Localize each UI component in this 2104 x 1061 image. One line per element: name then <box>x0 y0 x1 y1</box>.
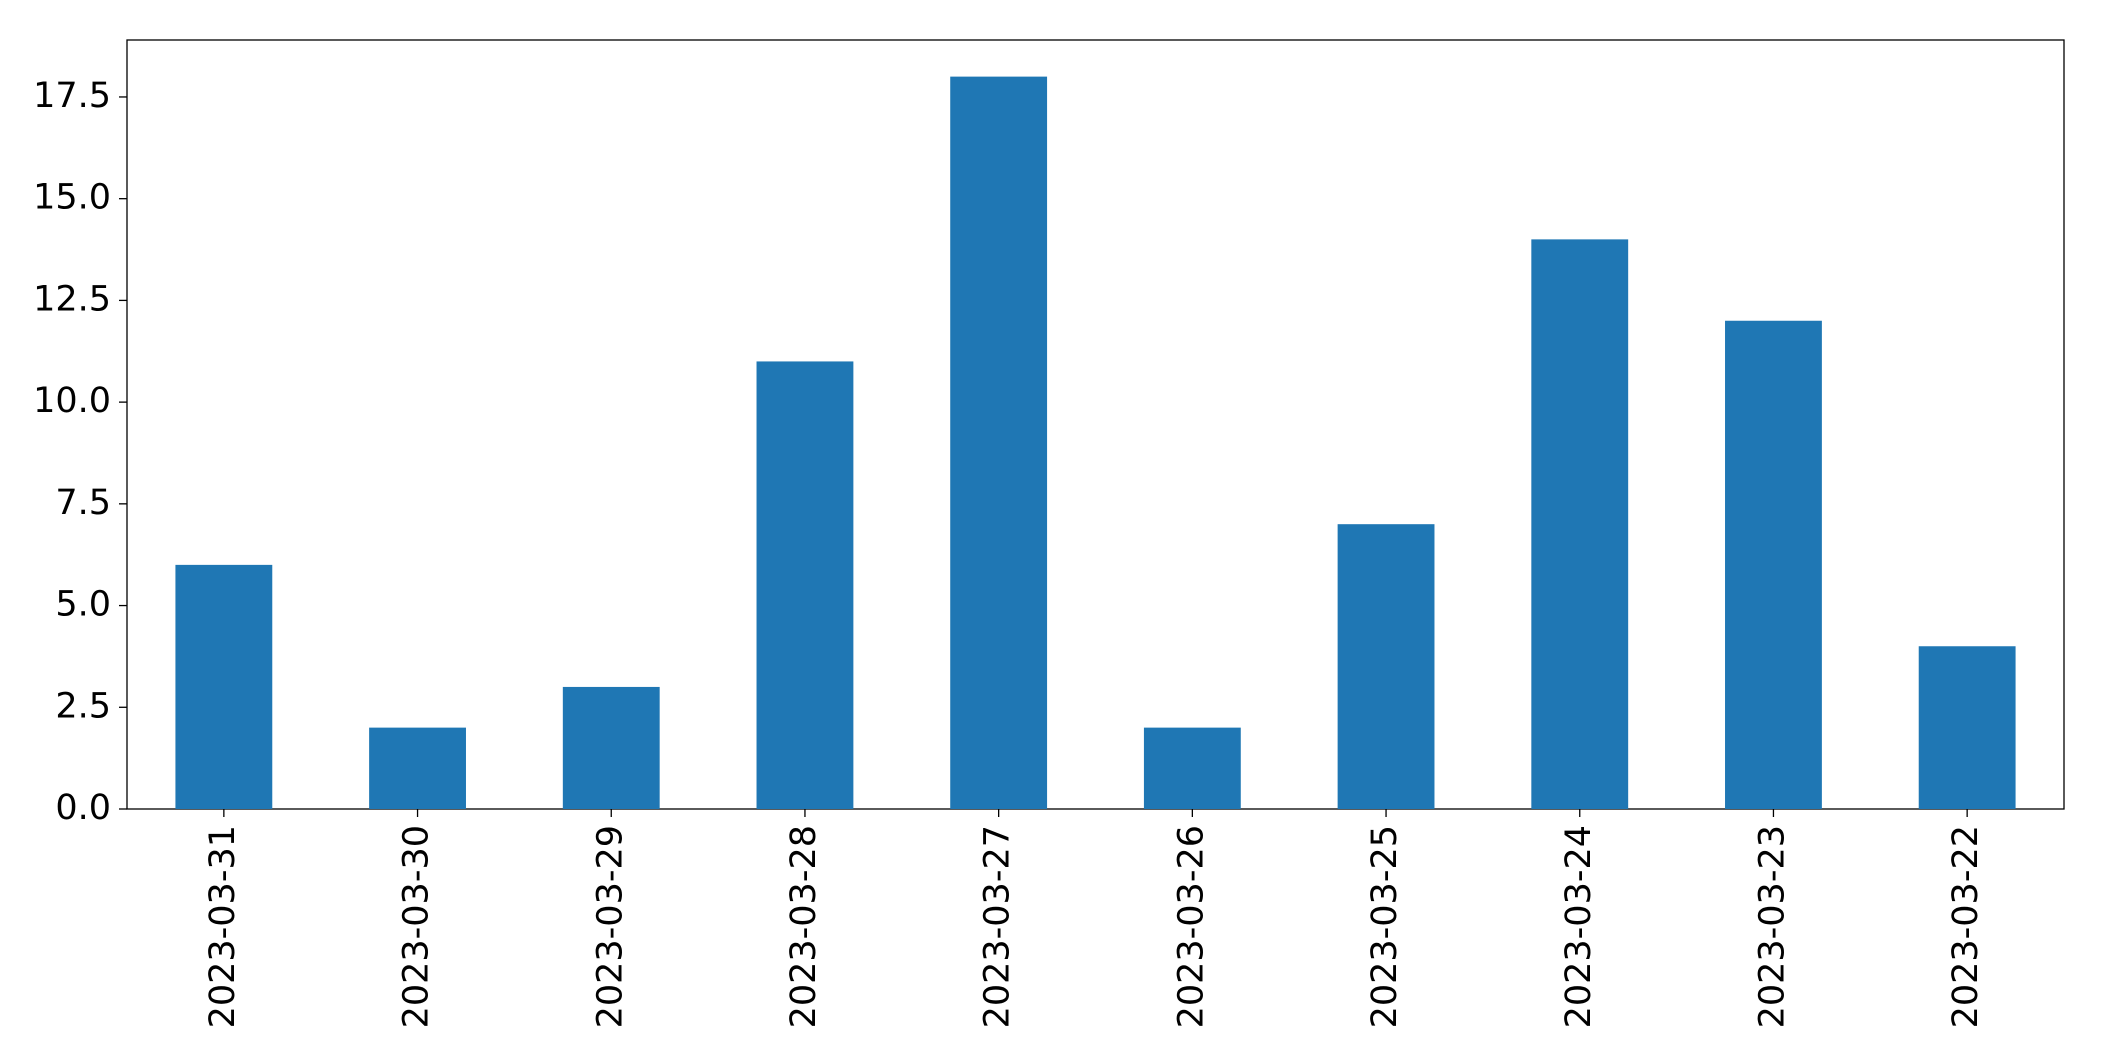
x-tick-label: 2023-03-29 <box>590 825 630 1028</box>
y-tick-label: 5.0 <box>55 585 111 625</box>
bar <box>756 361 854 809</box>
bar <box>950 76 1048 810</box>
x-tick-label: 2023-03-24 <box>1559 825 1599 1028</box>
x-tick-label: 2023-03-25 <box>1365 825 1405 1028</box>
bar <box>1337 524 1435 809</box>
bar <box>1531 239 1629 810</box>
y-tick-label: 0.0 <box>55 788 111 828</box>
bar <box>1725 320 1822 809</box>
x-tick-label: 2023-03-27 <box>978 825 1018 1028</box>
y-tick-label: 12.5 <box>33 279 111 319</box>
x-tick-label: 2023-03-26 <box>1171 825 1211 1028</box>
bar <box>369 727 466 809</box>
x-tick-label: 2023-03-22 <box>1946 825 1986 1028</box>
bar <box>1143 727 1241 809</box>
y-tick-label: 2.5 <box>55 686 111 726</box>
plot-frame <box>126 39 2065 810</box>
x-tick-label: 2023-03-23 <box>1752 825 1792 1028</box>
y-tick-label: 15.0 <box>33 178 111 218</box>
y-tick-label: 17.5 <box>33 76 111 116</box>
bar <box>175 564 273 809</box>
bar <box>562 686 660 809</box>
y-tick-label: 10.0 <box>33 381 111 421</box>
x-tick-label: 2023-03-31 <box>203 825 243 1028</box>
bar <box>1918 646 2016 809</box>
y-tick-label: 7.5 <box>55 483 111 523</box>
x-tick-label: 2023-03-28 <box>784 825 824 1028</box>
x-tick-label: 2023-03-30 <box>397 825 437 1028</box>
